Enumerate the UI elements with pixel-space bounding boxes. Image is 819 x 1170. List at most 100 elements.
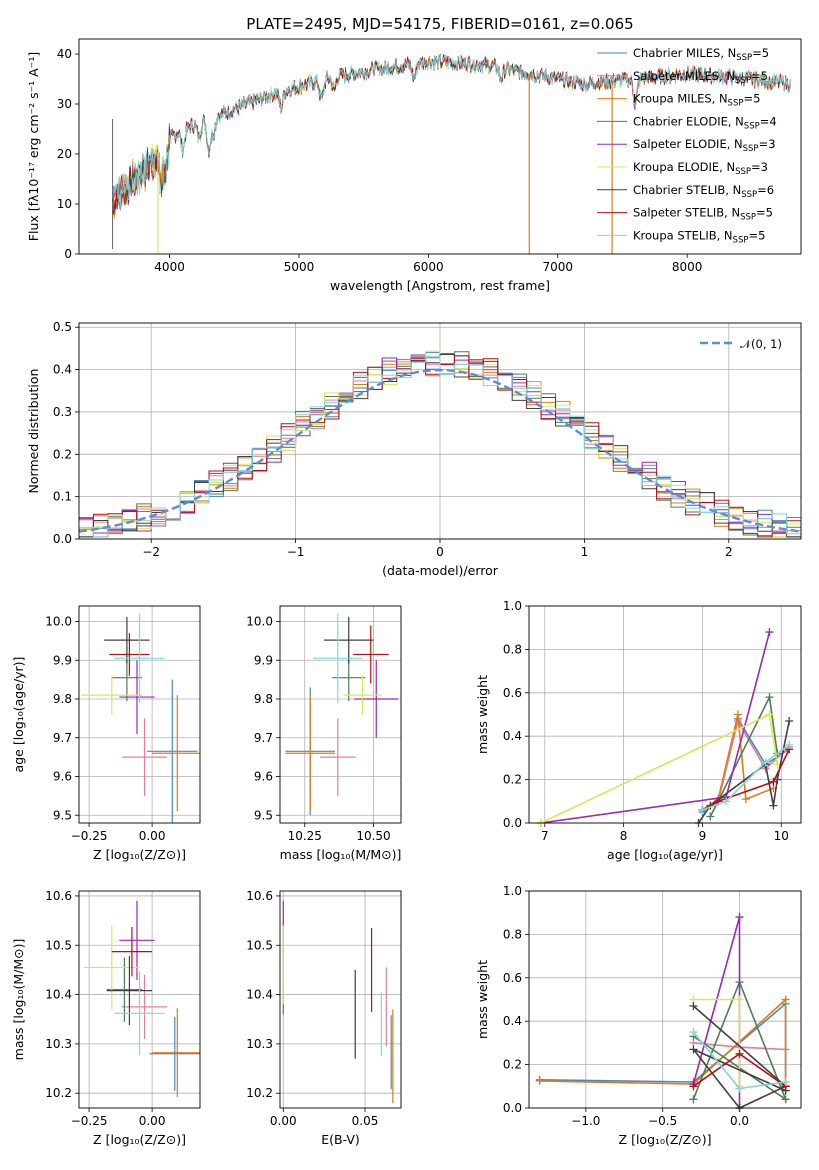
- legend-entry: Kroupa MILES, NSSP=5: [633, 92, 760, 109]
- x-tick-label: −1: [287, 545, 305, 559]
- y-tick-label: 10.3: [246, 1037, 273, 1051]
- legend-suffix: =4: [760, 114, 777, 128]
- y-tick-label: 10: [57, 197, 72, 211]
- legend-subscript: SSP: [735, 167, 751, 177]
- x-axis-label: (data-model)/error: [382, 563, 499, 578]
- y-tick-label: 0.4: [503, 729, 522, 743]
- y-tick-label: 10.0: [246, 615, 273, 629]
- y-tick-label: 0.2: [503, 773, 522, 787]
- y-tick-label: 9.6: [254, 770, 273, 784]
- series-marker: [785, 717, 794, 726]
- y-axis-label: age [log₁₀(age/yr)]: [11, 657, 26, 773]
- legend-entry: Salpeter ELODIE, NSSP=3: [633, 137, 776, 154]
- y-tick-label: 10.3: [45, 1037, 72, 1051]
- legend-subscript: SSP: [740, 213, 756, 223]
- series-marker: [769, 801, 778, 810]
- legend-text: Chabrier STELIB, N: [633, 183, 741, 197]
- series-line: [702, 744, 790, 811]
- y-tick-label: 10.4: [246, 988, 273, 1002]
- x-tick-label: −1.0: [571, 1114, 600, 1128]
- axes-frame: [78, 322, 802, 540]
- series-marker: [735, 913, 744, 922]
- y-tick-label: 40: [57, 47, 72, 61]
- series-marker: [765, 710, 774, 719]
- y-tick-label: 10.5: [45, 938, 72, 952]
- x-axis-label: Z [log₁₀(Z/Z⊙)]: [93, 1132, 186, 1147]
- x-tick-label: 10.25: [288, 829, 322, 843]
- series-marker: [722, 797, 731, 806]
- x-axis-label: wavelength [Angstrom, rest frame]: [330, 278, 550, 293]
- figure-title: PLATE=2495, MJD=54175, FIBERID=0161, z=0…: [246, 15, 633, 33]
- x-tick-label: 6000: [413, 260, 444, 274]
- series-marker: [781, 1095, 790, 1104]
- y-tick-label: 0.2: [53, 447, 72, 461]
- legend-entry: Chabrier ELODIE, NSSP=4: [633, 114, 777, 131]
- legend-entry: 𝒩(0, 1): [740, 337, 782, 351]
- age-vs-mass-panel: 10.25 10.50 9.5 9.6 9.7 9.8 9.9 10.0 mass [log₁₀…: [246, 605, 402, 862]
- y-tick-label: 10.4: [45, 988, 72, 1002]
- mass-vs-extinction-panel: 0.00 0.05 10.2 10.3 10.4 10.5 10.6 E(B-V): [246, 889, 402, 1147]
- legend-suffix: =5: [743, 92, 760, 106]
- y-tick-label: 0.5: [53, 320, 72, 334]
- legend-suffix: =3: [759, 137, 776, 151]
- y-axis-label: Flux [fλ10⁻¹⁷ erg cm⁻² s⁻¹ A⁻¹]: [26, 52, 41, 241]
- legend-subscript: SSP: [736, 53, 752, 63]
- x-tick-label: 9: [699, 829, 707, 843]
- series-marker: [733, 710, 742, 719]
- axes-frame: [78, 890, 201, 1109]
- series-marker: [781, 995, 790, 1004]
- y-tick-label: 1.0: [503, 599, 522, 613]
- legend-text: Kroupa STELIB, N: [633, 228, 733, 242]
- y-tick-label: 0.6: [503, 686, 522, 700]
- legend-entry: Chabrier MILES, NSSP=5: [633, 46, 769, 63]
- y-tick-label: 10.6: [246, 889, 273, 903]
- axes-frame: [279, 890, 402, 1109]
- y-tick-label: 0.8: [503, 642, 522, 656]
- y-tick-label: 9.5: [254, 808, 273, 822]
- series-marker: [765, 693, 774, 702]
- y-tick-label: 0: [64, 247, 72, 261]
- legend-entry: Salpeter STELIB, NSSP=5: [633, 206, 773, 223]
- x-axis-label: age [log₁₀(age/yr)]: [607, 847, 723, 862]
- legend-entry: Salpeter MILES, NSSP=5: [633, 69, 768, 86]
- y-tick-label: 0.4: [53, 363, 72, 377]
- spectrum-line: [112, 55, 791, 213]
- y-tick-label: 0.0: [53, 532, 72, 546]
- legend-text: Kroupa MILES, N: [633, 92, 728, 106]
- y-tick-label: 0.1: [53, 490, 72, 504]
- x-tick-label: 1: [581, 545, 589, 559]
- x-tick-label: −2: [142, 545, 160, 559]
- legend-suffix: =5: [752, 46, 769, 60]
- x-tick-label: 0.0: [730, 1114, 749, 1128]
- legend-suffix: =3: [751, 160, 768, 174]
- legend-text: Chabrier ELODIE, N: [633, 114, 744, 128]
- x-axis-label: Z [log₁₀(Z/Z⊙)]: [93, 847, 186, 862]
- axes-frame: [528, 890, 802, 1109]
- spectrum-panel: 4000 5000 6000 7000 8000 0 10 20 30 40 wavelength …: [26, 38, 802, 293]
- y-axis-label: mass weight: [475, 675, 490, 754]
- series-line: [709, 694, 779, 817]
- y-tick-label: 1.0: [503, 884, 522, 898]
- age-vs-metallicity-panel: −0.25 0.00 9.5 9.6 9.7 9.8 9.9 10.0 Z [log₁₀(Z/Z…: [11, 605, 201, 862]
- axes-frame: [78, 38, 802, 255]
- series-marker: [765, 628, 774, 637]
- y-tick-label: 0.4: [503, 1014, 522, 1028]
- y-tick-label: 0.8: [503, 927, 522, 941]
- series-marker: [735, 1084, 744, 1093]
- x-tick-label: 7: [541, 829, 549, 843]
- y-tick-label: 0.2: [503, 1058, 522, 1072]
- series-marker: [706, 812, 715, 821]
- series-marker: [689, 1082, 698, 1091]
- series-marker: [769, 777, 778, 786]
- legend-subscript: SSP: [741, 190, 757, 200]
- series-marker: [689, 1002, 698, 1011]
- y-axis-label: mass weight: [475, 960, 490, 1039]
- legend-entry: Chabrier STELIB, NSSP=6: [633, 183, 774, 200]
- y-tick-label: 10.2: [246, 1086, 273, 1100]
- x-tick-label: 0.00: [139, 829, 166, 843]
- series-marker: [761, 758, 770, 767]
- y-tick-label: 20: [57, 147, 72, 161]
- series-marker: [698, 805, 707, 814]
- y-tick-label: 9.9: [254, 653, 273, 667]
